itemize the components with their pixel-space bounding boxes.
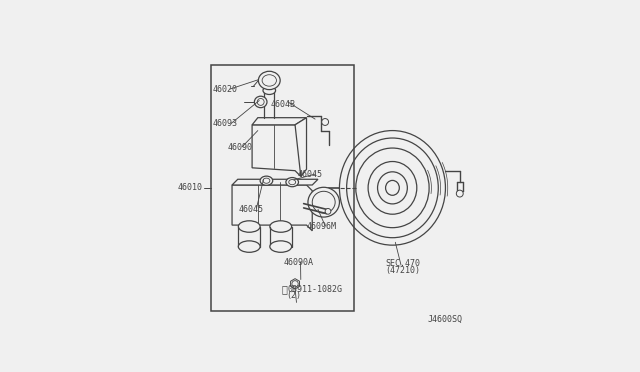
Polygon shape xyxy=(295,118,307,176)
Text: (47210): (47210) xyxy=(385,266,420,275)
Text: SEC.470: SEC.470 xyxy=(385,259,420,268)
Text: ⓝ: ⓝ xyxy=(282,285,287,295)
Polygon shape xyxy=(252,118,307,125)
Ellipse shape xyxy=(263,86,276,94)
Text: 46045: 46045 xyxy=(239,205,264,214)
Ellipse shape xyxy=(238,241,260,252)
Ellipse shape xyxy=(385,180,399,195)
Ellipse shape xyxy=(322,119,328,125)
Text: 46096M: 46096M xyxy=(307,222,337,231)
Bar xyxy=(211,65,354,311)
Text: 46093: 46093 xyxy=(213,119,238,128)
Ellipse shape xyxy=(456,190,463,197)
Text: J4600SQ: J4600SQ xyxy=(428,315,463,324)
Text: 4604B: 4604B xyxy=(271,100,296,109)
Ellipse shape xyxy=(308,187,339,217)
Ellipse shape xyxy=(286,177,298,187)
Ellipse shape xyxy=(310,200,320,210)
Text: 46045: 46045 xyxy=(298,170,323,179)
Polygon shape xyxy=(291,279,300,289)
Ellipse shape xyxy=(254,96,267,108)
Text: 08911-1082G: 08911-1082G xyxy=(288,285,343,294)
Polygon shape xyxy=(232,185,312,231)
Polygon shape xyxy=(232,179,318,185)
Polygon shape xyxy=(252,125,301,176)
Ellipse shape xyxy=(260,176,273,185)
Ellipse shape xyxy=(259,71,280,90)
Text: 46090A: 46090A xyxy=(284,258,314,267)
Text: (2): (2) xyxy=(287,291,301,300)
Text: 46090: 46090 xyxy=(228,143,253,152)
Ellipse shape xyxy=(325,208,331,214)
Text: 46010: 46010 xyxy=(177,183,202,192)
Ellipse shape xyxy=(270,221,292,232)
Text: 46020: 46020 xyxy=(213,84,238,93)
Ellipse shape xyxy=(270,241,292,252)
Ellipse shape xyxy=(238,221,260,232)
